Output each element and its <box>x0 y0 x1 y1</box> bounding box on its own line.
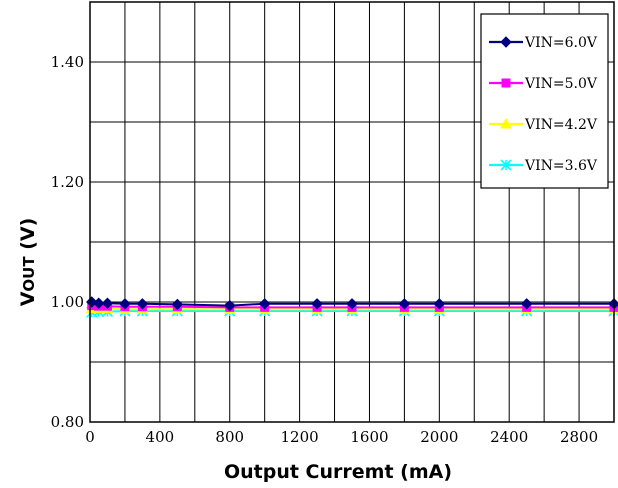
x-tick-label: 1600 <box>350 428 388 446</box>
plot-frame <box>89 1 615 423</box>
x-tick-label: 0 <box>85 428 95 446</box>
data-point <box>311 298 323 310</box>
series-1 <box>86 296 618 312</box>
data-point <box>101 297 114 309</box>
legend-item: VIN=6.0V <box>489 35 598 51</box>
y-axis-ticks: 0.80 1.00 1.20 1.40 <box>51 53 84 431</box>
data-point <box>171 298 184 311</box>
legend-label: VIN=6.0V <box>524 35 598 51</box>
y-tick-label: 1.20 <box>51 173 84 191</box>
x-axis-title: Output Curremt (mA) <box>224 461 452 483</box>
legend-swatch-marker <box>500 36 512 48</box>
y-tick-label: 1.00 <box>51 293 84 311</box>
x-tick-label: 400 <box>146 428 175 446</box>
legend-swatch-marker <box>501 78 511 88</box>
legend-label: VIN=5.0V <box>524 76 598 92</box>
data-point <box>346 298 358 310</box>
data-point <box>86 296 98 308</box>
x-tick-label: 2800 <box>560 428 598 446</box>
x-axis-ticks: 0 400 800 1200 1600 2000 2400 2800 <box>85 428 598 446</box>
data-point <box>224 299 236 312</box>
y-axis-title-main: V <box>17 291 39 306</box>
y-tick-label: 0.80 <box>51 413 84 431</box>
data-point <box>433 298 446 310</box>
data-point <box>136 298 149 310</box>
x-tick-label: 2000 <box>420 428 458 446</box>
legend-label: VIN=3.6V <box>524 158 598 174</box>
legend-item: VIN=5.0V <box>489 76 598 92</box>
legend: VIN=6.0V VIN=5.0V VIN=4.2V VIN=3.6V <box>480 13 609 189</box>
y-axis-title: VOUT (V) <box>17 218 39 307</box>
data-point <box>520 298 533 310</box>
y-axis-title-sub: OUT <box>20 256 38 292</box>
legend-label: VIN=4.2V <box>524 117 598 133</box>
x-tick-label: 2400 <box>490 428 528 446</box>
data-point <box>93 297 105 309</box>
data-point <box>398 298 411 310</box>
series-layer <box>85 296 618 318</box>
y-axis-title-unit: (V) <box>17 218 39 257</box>
legend-swatch-marker <box>500 117 512 129</box>
legend-swatch-marker <box>500 159 512 171</box>
data-point <box>258 298 271 310</box>
data-point <box>119 298 131 310</box>
legend-item: VIN=3.6V <box>489 158 598 174</box>
x-tick-label: 1200 <box>281 428 319 446</box>
x-tick-label: 800 <box>215 428 244 446</box>
y-tick-label: 1.40 <box>51 53 84 71</box>
legend-item: VIN=4.2V <box>489 117 598 133</box>
